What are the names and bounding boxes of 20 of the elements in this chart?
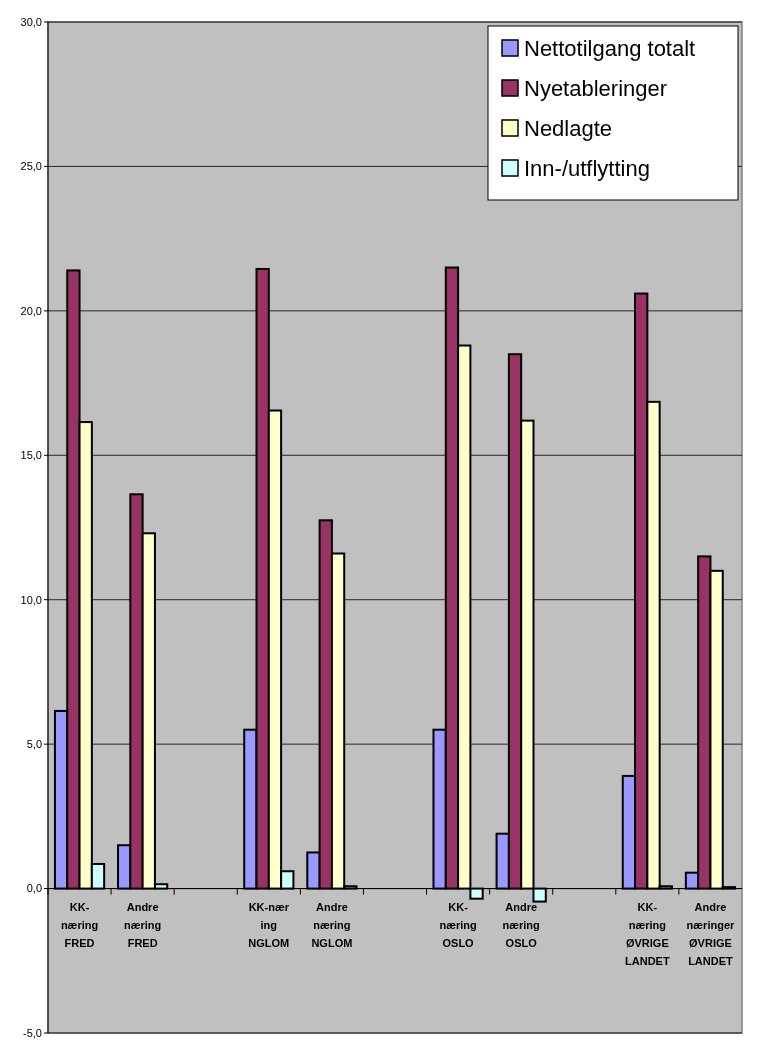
y-tick-label: 15,0 [20,449,42,462]
x-tick-label: Andre næring OSLO [502,900,540,949]
y-tick-label: 5,0 [26,737,42,750]
legend-label: Nedlagte [524,115,613,141]
x-tick-label: KK-nær ing NGLOM [248,900,290,949]
x-tick-label: Andre næring NGLOM [311,900,353,949]
x-tick-label: KK- næring OSLO [439,900,477,949]
legend-label: Inn-/utflytting [524,155,650,181]
x-tick-label: Andre næring FRED [124,900,162,949]
legend-label: Nyetableringer [524,75,668,101]
x-tick-label: Andre næringer ØVRIGE LANDET [686,900,735,967]
y-tick-label: 20,0 [20,304,42,317]
legend-label: Nettotilgang totalt [524,35,696,61]
x-tick-label: KK- næring FRED [60,900,99,949]
y-tick-label: 0,0 [26,882,42,895]
y-tick-label: 30,0 [20,15,42,28]
y-tick-label: -5,0 [23,1026,42,1039]
y-tick-label: 10,0 [20,593,42,606]
y-tick-label: 25,0 [20,160,42,173]
x-tick-label: KK- næring ØVRIGE LANDET [625,900,670,967]
